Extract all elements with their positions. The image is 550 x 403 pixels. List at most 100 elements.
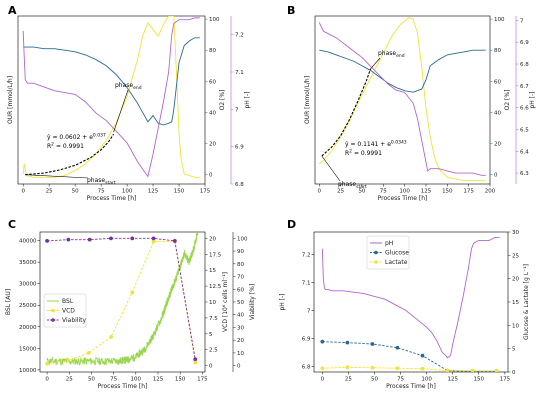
y-tick-label: 30000 xyxy=(19,282,37,288)
x-tick-label: 150 xyxy=(174,189,185,195)
series-o2-line xyxy=(319,49,486,93)
y3-tick-label: 6.9 xyxy=(520,40,529,46)
x-axis-label: Process Time [h] xyxy=(98,383,148,390)
y2-tick-label: 30 xyxy=(512,230,519,236)
x-tick-label: 50 xyxy=(88,377,95,383)
x-tick-label: 25 xyxy=(46,189,53,195)
y-tick-label: 6.9 xyxy=(302,336,311,342)
y2-tick-label: 80 xyxy=(209,48,216,54)
panel-label: A xyxy=(8,4,17,17)
legend-box xyxy=(43,293,87,328)
series-vcd-point xyxy=(86,351,91,355)
y3-tick-label: 60 xyxy=(237,287,244,293)
series-glucose-point xyxy=(320,339,325,344)
y2-tick-label: 2.5 xyxy=(209,348,218,354)
y2-axis-label: VCD [10⁶ cells ml⁻¹] xyxy=(222,272,229,332)
x-axis-label: Process Time [h] xyxy=(87,195,137,202)
legend-entry: pH xyxy=(385,240,393,247)
x-tick-label: 0 xyxy=(45,377,49,383)
y-axis-label: BSL [AU] xyxy=(5,289,12,315)
x-tick-label: 50 xyxy=(358,189,365,195)
x-tick-label: 75 xyxy=(98,189,105,195)
y2-tick-label: 20 xyxy=(209,236,216,242)
y2-tick-label: 40 xyxy=(494,110,501,116)
series-lactate-point xyxy=(420,366,425,371)
x-tick-label: 175 xyxy=(197,377,208,383)
series-vcd-point xyxy=(193,360,198,365)
panel-a: A 0 25 50 75 100 125 150 175 Process Time [h] OUR … xyxy=(7,4,251,202)
series-lactate-point xyxy=(395,366,400,371)
x-tick-label: 0 xyxy=(21,189,25,195)
y3-tick-label: 6.8 xyxy=(520,62,529,68)
y2-tick-label: 0 xyxy=(512,370,516,376)
panel-label: B xyxy=(287,4,295,17)
y3-tick-label: 7 xyxy=(235,107,239,113)
y3-tick-label: 6.5 xyxy=(520,127,529,133)
x-tick-label: 175 xyxy=(200,189,211,195)
legend: pH Glucose Lactate xyxy=(366,235,410,270)
y-axis-label: OUR [mmol/L/h] xyxy=(7,76,14,124)
series-viability-point xyxy=(109,236,113,241)
y3-axis-label: Viability [%] xyxy=(249,284,256,320)
y3-axis-label: pH [-] xyxy=(244,91,251,108)
x-tick-label: 150 xyxy=(442,189,453,195)
x-tick-label: 175 xyxy=(463,189,474,195)
y2-tick-label: 5 xyxy=(209,332,213,338)
y2-tick-label: 20 xyxy=(209,142,216,148)
y3-tick-label: 6.7 xyxy=(520,84,529,90)
y2-tick-label: 0 xyxy=(209,364,213,370)
plot-frame xyxy=(314,15,491,185)
x-tick-label: 100 xyxy=(421,377,432,383)
y2-tick-label: 15 xyxy=(209,268,216,274)
x-tick-label: 25 xyxy=(66,377,73,383)
x-tick-label: 150 xyxy=(474,377,485,383)
y2-tick-label: 5 xyxy=(512,347,516,353)
legend-box xyxy=(366,235,410,270)
y3-tick-label: 6.3 xyxy=(520,171,529,177)
y2-axis-label: O2 [%] xyxy=(219,90,226,111)
y3-tick-label: 100 xyxy=(237,236,248,242)
series-lactate-point xyxy=(494,368,499,372)
x-axis-label: Process Time [h] xyxy=(378,195,428,202)
y2-tick-label: 40 xyxy=(209,110,216,116)
x-tick-label: 25 xyxy=(337,189,344,195)
x-tick-label: 75 xyxy=(380,189,387,195)
y-tick-label: 40000 xyxy=(19,239,37,245)
series-viability-point xyxy=(130,236,135,241)
x-tick-label: 0 xyxy=(321,377,325,383)
x-axis-label: Process Time [h] xyxy=(386,383,436,390)
y2-axis-label: Glucose & Lactate [g L⁻¹] xyxy=(523,264,530,340)
series-our-line xyxy=(318,17,486,182)
x-tick-label: 25 xyxy=(345,377,352,383)
y-tick-label: 25000 xyxy=(19,303,37,309)
annotation-phase-end: phaseend xyxy=(378,50,405,59)
y2-tick-label: 25 xyxy=(512,253,519,259)
y2-tick-label: 7.5 xyxy=(209,316,218,322)
x-tick-label: 75 xyxy=(110,377,117,383)
y2-tick-label: 10 xyxy=(512,323,519,329)
annotation-phase-start: phasestart xyxy=(87,177,116,186)
y3-tick-label: 40 xyxy=(237,313,244,319)
series-viability-point xyxy=(45,239,49,243)
series-ph-line xyxy=(318,22,486,176)
y2-axis-label: O2 [%] xyxy=(504,90,511,111)
series-glucose-point xyxy=(345,340,350,345)
y2-tick-label: 80 xyxy=(494,48,501,54)
y2-tick-label: 20 xyxy=(494,142,501,148)
series-vcd-line xyxy=(47,241,196,365)
y3-tick-label: 7.1 xyxy=(235,70,244,76)
series-viability-point xyxy=(193,357,198,362)
fit-equation: ŷ = 0.0602 + e0.037 xyxy=(47,133,106,142)
y2-tick-label: 20 xyxy=(512,277,519,283)
series-ph-line xyxy=(22,17,200,178)
y2-tick-label: 60 xyxy=(494,79,501,85)
series-glucose-line xyxy=(322,341,497,372)
y3-tick-label: 0 xyxy=(237,364,241,370)
series-lactate-point xyxy=(370,365,375,370)
series-our-line xyxy=(22,16,200,178)
fit-r-squared: R2 = 0.9991 xyxy=(345,149,382,158)
series-vcd-point xyxy=(45,361,49,366)
x-tick-label: 150 xyxy=(175,377,186,383)
y-tick-label: 6.8 xyxy=(302,364,311,370)
